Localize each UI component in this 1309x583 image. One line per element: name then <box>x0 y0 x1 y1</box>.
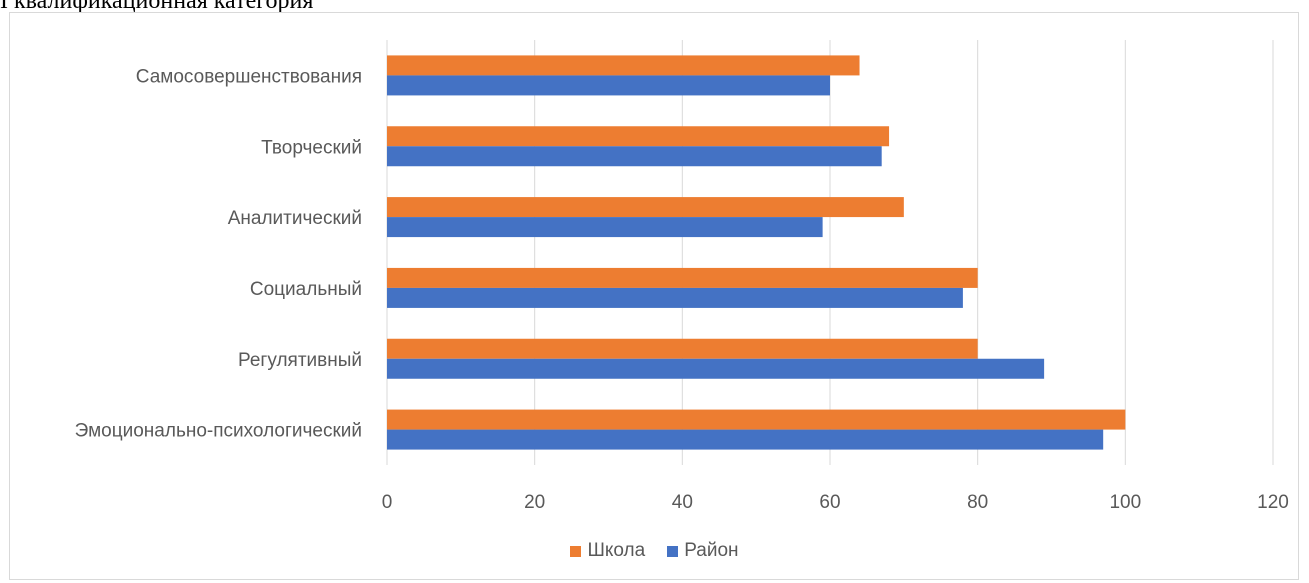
x-tick-label: 120 <box>1257 492 1289 513</box>
legend-label-school: Школа <box>587 540 646 561</box>
bar-school <box>387 197 904 218</box>
x-tick-label: 80 <box>967 492 988 513</box>
legend: Школа Район <box>0 540 1309 562</box>
bar-district <box>387 217 823 238</box>
bar-school <box>387 409 1126 430</box>
category-label: Социальный <box>250 279 362 300</box>
legend-label-district: Район <box>684 540 739 561</box>
category-label: Регулятивный <box>238 350 362 371</box>
bar-school <box>387 338 978 359</box>
x-tick-label: 60 <box>819 492 840 513</box>
legend-item-district: Район <box>667 540 739 562</box>
bar-district <box>387 75 830 96</box>
category-label: Эмоционально-психологический <box>75 421 362 442</box>
legend-swatch-school <box>570 545 582 557</box>
x-tick-label: 100 <box>1109 492 1141 513</box>
x-tick-label: 40 <box>672 492 693 513</box>
category-label: Аналитический <box>228 208 362 229</box>
bar-district <box>387 358 1045 379</box>
bar-district <box>387 146 882 167</box>
document-heading: I квалификационная категория <box>0 0 314 14</box>
legend-swatch-district <box>667 545 679 557</box>
bar-district <box>387 429 1104 450</box>
x-tick-label: 20 <box>524 492 545 513</box>
category-label: Творческий <box>261 137 362 158</box>
category-label: Самосовершенствования <box>136 66 362 87</box>
x-tick-label: 0 <box>382 492 393 513</box>
bar-school <box>387 267 978 288</box>
legend-item-school: Школа <box>570 540 645 562</box>
bar-school <box>387 126 890 147</box>
bar-school <box>387 55 860 76</box>
bar-district <box>387 287 963 308</box>
